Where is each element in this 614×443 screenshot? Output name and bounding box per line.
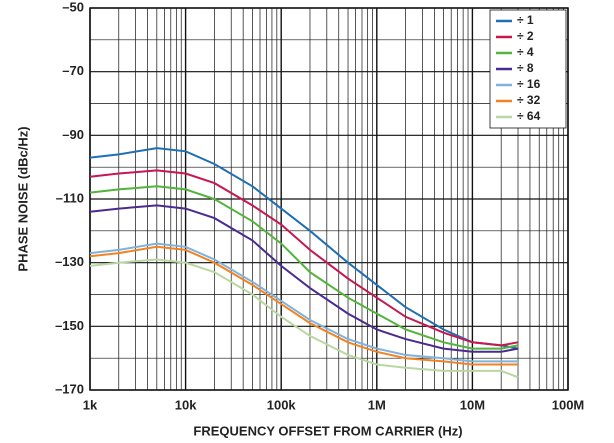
x-tick-label: 100k <box>267 397 297 412</box>
legend: ÷ 1 ÷ 2 ÷ 4 ÷ 8 ÷ 16 ÷ 32 ÷ 64 <box>489 9 567 129</box>
plot-frame <box>89 7 569 391</box>
y-axis-label: PHASE NOISE (dBc/Hz) <box>15 126 30 271</box>
y-tick-label: –110 <box>56 190 84 205</box>
y-tick-label: –150 <box>55 318 84 333</box>
x-tick-label: 1k <box>83 397 98 412</box>
legend-label: ÷ 64 <box>517 109 541 123</box>
x-tick-label: 10M <box>460 397 485 412</box>
legend-label: ÷ 4 <box>517 45 534 59</box>
y-tick-label: –70 <box>62 63 84 78</box>
x-tick-label: 100M <box>552 397 585 412</box>
legend-label: ÷ 32 <box>517 93 541 107</box>
y-tick-label: –170 <box>55 381 84 396</box>
series-line <box>89 245 518 366</box>
series-line <box>89 185 519 350</box>
legend-label: ÷ 2 <box>517 29 534 43</box>
series-line <box>89 169 519 347</box>
series-line <box>89 242 518 363</box>
series-line <box>89 204 519 353</box>
legend-label: ÷ 16 <box>517 77 541 91</box>
x-tick-label: 1M <box>368 397 386 412</box>
legend-label: ÷ 1 <box>517 13 534 27</box>
x-tick-label: 10k <box>175 397 197 412</box>
series-line <box>89 258 519 379</box>
x-axis-label: FREQUENCY OFFSET FROM CARRIER (Hz) <box>193 423 462 438</box>
y-tick-label: –50 <box>62 0 84 14</box>
series-line <box>89 147 519 350</box>
legend-label: ÷ 8 <box>517 61 534 75</box>
y-tick-label: –130 <box>55 254 84 269</box>
y-tick-label: –90 <box>62 127 84 142</box>
